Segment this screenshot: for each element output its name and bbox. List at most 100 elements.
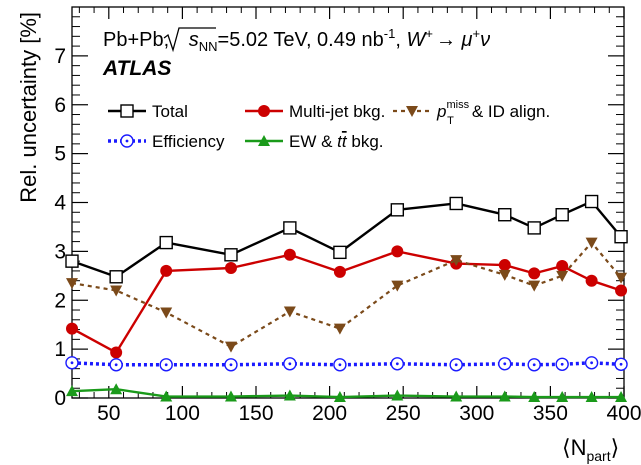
data-point (66, 385, 78, 397)
data-point (160, 307, 173, 319)
legend-label: pmiss T & ID align. (436, 99, 550, 127)
legend-marker-center (125, 139, 129, 143)
data-point (556, 260, 569, 273)
data-point-center (114, 363, 118, 367)
data-point (333, 265, 346, 278)
data-point-center (619, 362, 623, 366)
legend-entry-4: EW & tt bkg. (245, 132, 384, 151)
data-point (615, 272, 628, 284)
data-point-center (560, 362, 564, 366)
data-point-center (532, 363, 536, 367)
data-point (556, 391, 569, 403)
data-point-center (503, 362, 507, 366)
data-point (449, 196, 463, 211)
legend-marker (258, 105, 270, 117)
series-line (71, 388, 622, 399)
data-point (615, 284, 628, 297)
data-point (498, 390, 511, 402)
data-point (283, 248, 296, 261)
y-tick-label: 6 (54, 94, 66, 117)
data-series (65, 194, 628, 403)
legend-marker (258, 135, 270, 146)
data-point-center (164, 363, 168, 367)
data-point (224, 248, 238, 262)
data-point (585, 237, 598, 249)
series-2 (66, 237, 628, 353)
legend-label: Multi-jet bkg. (289, 102, 385, 121)
data-point (109, 270, 123, 284)
data-point (391, 245, 404, 258)
data-point (65, 254, 79, 268)
data-point (527, 221, 541, 235)
series-line (71, 250, 622, 354)
legend: Total Multi-jet bkg. pmiss T & ID align. Effi… (108, 99, 550, 151)
x-axis-label: ⟨Npart⟩ (562, 435, 619, 464)
data-point (283, 221, 297, 235)
y-axis-label: Rel. uncertainty [%] (16, 12, 41, 203)
data-point (498, 259, 511, 272)
x-tick-label: 400 (606, 402, 641, 425)
data-point (528, 280, 541, 292)
data-point-center (590, 361, 594, 365)
legend-entry-2: pmiss T & ID align. (393, 99, 550, 127)
data-point-center (229, 363, 233, 367)
x-tick-label: 250 (386, 402, 421, 425)
legend-entry-3: Efficiency (108, 132, 225, 151)
data-point-center (70, 361, 74, 365)
y-tick-label: 0 (54, 387, 66, 410)
data-point (333, 245, 347, 260)
x-tick-label: 200 (312, 402, 347, 425)
series-0 (65, 194, 628, 284)
data-point (224, 390, 237, 402)
data-point (160, 264, 173, 277)
data-point-center (288, 362, 292, 366)
data-point (283, 389, 296, 401)
data-point (450, 255, 463, 267)
legend-label: Efficiency (152, 132, 225, 151)
data-point (66, 278, 78, 290)
x-tick-label: 350 (533, 402, 568, 425)
data-point (224, 261, 237, 274)
data-point (585, 391, 598, 403)
data-point (224, 341, 237, 353)
data-point (584, 194, 599, 209)
data-point (614, 230, 628, 244)
data-point (556, 270, 569, 282)
data-point (160, 390, 173, 402)
data-point-center (338, 363, 342, 367)
data-point (528, 391, 541, 403)
data-point (498, 208, 512, 222)
data-point (333, 391, 346, 403)
legend-label: EW & tt bkg. (289, 132, 384, 151)
data-point (528, 267, 541, 280)
x-tick-label: 300 (459, 402, 494, 425)
y-tick-label: 4 (54, 192, 66, 215)
series-line (71, 200, 622, 278)
data-point (555, 208, 569, 222)
series-4 (66, 383, 628, 403)
data-point-center (395, 362, 399, 366)
data-point (66, 322, 78, 335)
data-point (110, 285, 123, 297)
y-tick-label: 3 (54, 240, 66, 263)
legend-label: Total (152, 102, 188, 121)
y-tick-label: 1 (54, 338, 66, 361)
data-point (159, 235, 173, 250)
sqrt-sign (163, 27, 216, 53)
x-tick-label: 50 (97, 402, 120, 425)
data-point (110, 346, 123, 359)
series-3 (65, 356, 628, 372)
data-point (391, 280, 404, 292)
experiment-label: ATLAS (102, 57, 171, 80)
data-point (283, 306, 296, 318)
x-tick-label: 150 (238, 402, 273, 425)
data-point (615, 391, 628, 403)
y-tick-label: 2 (54, 289, 66, 312)
legend-marker (120, 104, 134, 118)
y-tick-label: 5 (54, 143, 66, 166)
legend-entry-1: Multi-jet bkg. (245, 102, 385, 121)
legend-marker (406, 106, 418, 117)
data-point (390, 203, 405, 217)
chart-title: Pb+Pb, sNN=5.02 TeV, 0.49 nb-1, W+ → μ+ν (103, 26, 490, 54)
